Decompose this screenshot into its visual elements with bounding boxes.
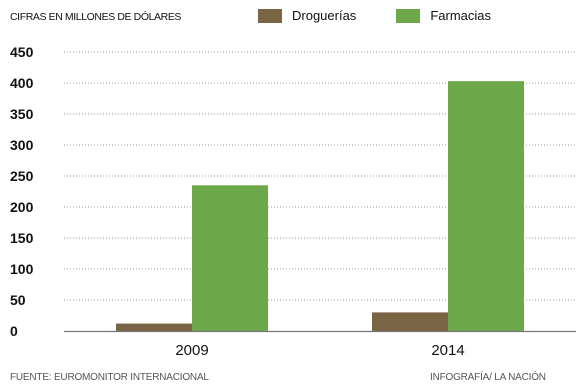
legend-item-droguerias: Droguerías [258, 8, 356, 23]
y-tick-label: 450 [10, 44, 34, 60]
y-tick-label: 150 [10, 230, 34, 246]
source-note: FUENTE: EUROMONITOR INTERNACIONAL [10, 372, 209, 383]
legend: Droguerías Farmacias [258, 8, 531, 23]
x-tick-label: 2009 [175, 342, 208, 359]
bar-farmacias-2009 [192, 185, 268, 331]
legend-label-droguerias: Droguerías [292, 8, 357, 23]
legend-swatch-farmacias [396, 8, 421, 23]
y-tick-label: 350 [10, 106, 34, 122]
bar-farmacias-2014 [448, 81, 524, 331]
y-tick-label: 250 [10, 168, 34, 184]
y-tick-label: 400 [10, 75, 34, 91]
y-tick-label: 0 [10, 323, 18, 339]
bar-drogueras-2014 [372, 312, 448, 331]
legend-swatch-droguerias [258, 8, 282, 23]
legend-label-farmacias: Farmacias [430, 8, 491, 23]
y-tick-label: 50 [10, 292, 26, 308]
chart-subtitle: CIFRAS EN MILLONES DE DÓLARES [10, 11, 182, 23]
x-tick-label: 2014 [431, 342, 464, 359]
bar-drogueras-2009 [116, 323, 192, 331]
y-tick-label: 200 [10, 199, 34, 215]
credit-note: INFOGRAFÍA/ LA NACIÓN [430, 372, 546, 383]
legend-item-farmacias: Farmacias [396, 8, 491, 23]
y-tick-label: 300 [10, 137, 34, 153]
y-tick-label: 100 [10, 261, 34, 277]
